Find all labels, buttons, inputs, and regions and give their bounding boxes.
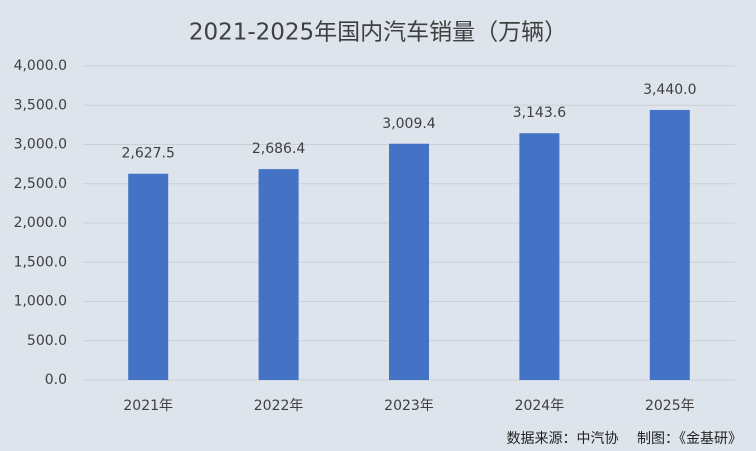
y-tick-label: 0.0 xyxy=(45,372,67,388)
x-tick-label: 2021年 xyxy=(123,398,173,414)
x-tick-label: 2024年 xyxy=(515,398,565,414)
value-label: 2,627.5 xyxy=(121,146,174,162)
bar xyxy=(389,143,429,380)
x-tick-label: 2025年 xyxy=(645,398,695,414)
y-tick-label: 3,000.0 xyxy=(14,137,67,153)
y-tick-label: 1,500.0 xyxy=(14,254,67,270)
y-tick-label: 2,500.0 xyxy=(14,176,67,192)
y-tick-label: 4,000.0 xyxy=(14,58,67,74)
bar xyxy=(649,109,690,381)
value-label: 2,686.4 xyxy=(252,141,306,157)
chart-title: 2021-2025年国内汽车销量（万辆） xyxy=(189,20,567,46)
y-tick-label: 500.0 xyxy=(27,333,67,349)
y-tick-label: 1,000.0 xyxy=(14,294,67,310)
y-tick-label: 3,500.0 xyxy=(14,97,67,113)
bar xyxy=(128,173,169,380)
x-tick-label: 2022年 xyxy=(254,398,304,414)
value-label: 3,143.6 xyxy=(513,105,567,121)
value-label: 3,009.4 xyxy=(382,116,436,132)
bar xyxy=(258,169,299,380)
x-tick-label: 2023年 xyxy=(384,398,434,414)
value-label: 3,440.0 xyxy=(643,82,696,98)
bar xyxy=(519,133,560,380)
source-note: 数据来源：中汽协 制图：《金基研》 xyxy=(507,430,742,447)
y-tick-label: 2,000.0 xyxy=(14,215,67,231)
